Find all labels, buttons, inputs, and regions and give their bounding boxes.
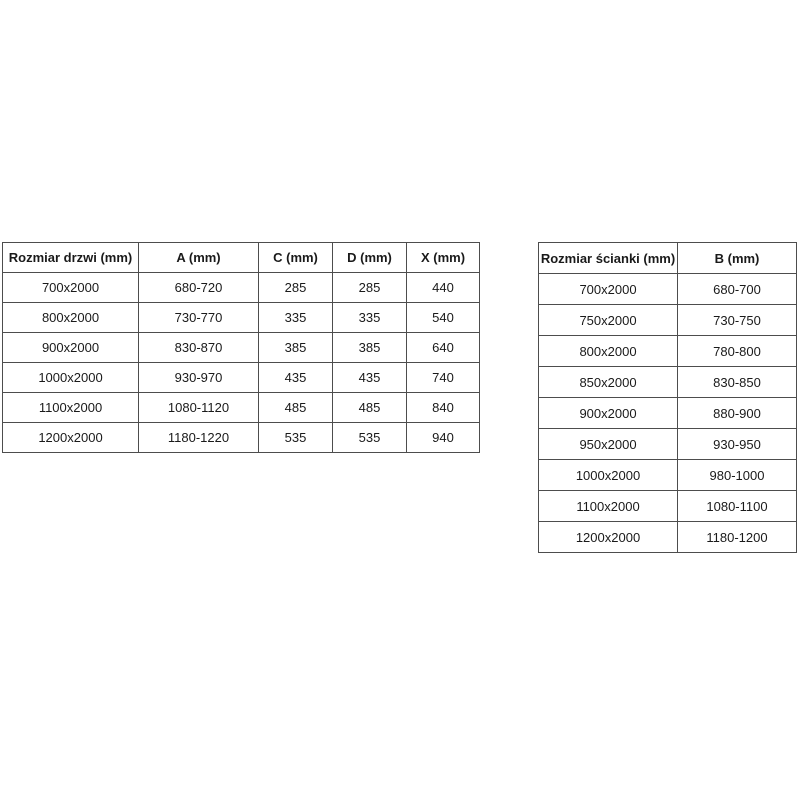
wall-size-table: Rozmiar ścianki (mm) B (mm) 700x2000 680-70… xyxy=(538,242,797,553)
table-row: 800x2000 730-770 335 335 540 xyxy=(2,302,480,333)
table-cell: 830-870 xyxy=(138,332,259,363)
table-cell: 680-700 xyxy=(677,273,797,305)
table-cell: 435 xyxy=(258,362,333,393)
table-cell: 700x2000 xyxy=(2,272,139,303)
header-row: Rozmiar drzwi (mm) A (mm) C (mm) D (mm) X (m… xyxy=(2,242,480,273)
table-cell: 730-770 xyxy=(138,302,259,333)
table-cell: 535 xyxy=(332,422,407,453)
table-cell: 740 xyxy=(406,362,480,393)
table-row: 800x2000 780-800 xyxy=(538,335,797,367)
column-header: D (mm) xyxy=(332,242,407,273)
table-row: 1100x2000 1080-1120 485 485 840 xyxy=(2,392,480,423)
table-cell: 730-750 xyxy=(677,304,797,336)
table-cell: 850x2000 xyxy=(538,366,678,398)
table-cell: 950x2000 xyxy=(538,428,678,460)
table-row: 1200x2000 1180-1200 xyxy=(538,521,797,553)
table-cell: 640 xyxy=(406,332,480,363)
table-cell: 980-1000 xyxy=(677,459,797,491)
table-row: 900x2000 880-900 xyxy=(538,397,797,429)
table-cell: 930-970 xyxy=(138,362,259,393)
table-row: 700x2000 680-720 285 285 440 xyxy=(2,272,480,303)
table-row: 1100x2000 1080-1100 xyxy=(538,490,797,522)
table-cell: 485 xyxy=(332,392,407,423)
table-cell: 540 xyxy=(406,302,480,333)
column-header: C (mm) xyxy=(258,242,333,273)
table-cell: 1100x2000 xyxy=(538,490,678,522)
table-cell: 285 xyxy=(258,272,333,303)
table-row: 750x2000 730-750 xyxy=(538,304,797,336)
table-cell: 830-850 xyxy=(677,366,797,398)
table-cell: 1080-1120 xyxy=(138,392,259,423)
table-cell: 930-950 xyxy=(677,428,797,460)
table-cell: 800x2000 xyxy=(2,302,139,333)
table-cell: 1080-1100 xyxy=(677,490,797,522)
column-header: Rozmiar ścianki (mm) xyxy=(538,242,678,274)
table-row: 850x2000 830-850 xyxy=(538,366,797,398)
table-cell: 1000x2000 xyxy=(2,362,139,393)
table-cell: 940 xyxy=(406,422,480,453)
column-header: A (mm) xyxy=(138,242,259,273)
table-cell: 1100x2000 xyxy=(2,392,139,423)
table-cell: 285 xyxy=(332,272,407,303)
table-cell: 680-720 xyxy=(138,272,259,303)
table-cell: 535 xyxy=(258,422,333,453)
table-cell: 900x2000 xyxy=(538,397,678,429)
table-row: 700x2000 680-700 xyxy=(538,273,797,305)
table-cell: 1200x2000 xyxy=(2,422,139,453)
table-cell: 385 xyxy=(332,332,407,363)
table-cell: 1180-1220 xyxy=(138,422,259,453)
table-cell: 335 xyxy=(332,302,407,333)
column-header: X (mm) xyxy=(406,242,480,273)
table-cell: 485 xyxy=(258,392,333,423)
header-row: Rozmiar ścianki (mm) B (mm) xyxy=(538,242,797,274)
table-cell: 440 xyxy=(406,272,480,303)
table-cell: 700x2000 xyxy=(538,273,678,305)
table-row: 1200x2000 1180-1220 535 535 940 xyxy=(2,422,480,453)
table-cell: 1000x2000 xyxy=(538,459,678,491)
door-size-table: Rozmiar drzwi (mm) A (mm) C (mm) D (mm) X (m… xyxy=(2,242,480,453)
table-cell: 780-800 xyxy=(677,335,797,367)
table-row: 900x2000 830-870 385 385 640 xyxy=(2,332,480,363)
table-cell: 840 xyxy=(406,392,480,423)
column-header: B (mm) xyxy=(677,242,797,274)
column-header: Rozmiar drzwi (mm) xyxy=(2,242,139,273)
table-cell: 1200x2000 xyxy=(538,521,678,553)
table-cell: 750x2000 xyxy=(538,304,678,336)
table-cell: 900x2000 xyxy=(2,332,139,363)
table-cell: 1180-1200 xyxy=(677,521,797,553)
table-cell: 385 xyxy=(258,332,333,363)
table-row: 1000x2000 930-970 435 435 740 xyxy=(2,362,480,393)
table-row: 950x2000 930-950 xyxy=(538,428,797,460)
table-cell: 435 xyxy=(332,362,407,393)
table-cell: 800x2000 xyxy=(538,335,678,367)
table-row: 1000x2000 980-1000 xyxy=(538,459,797,491)
table-cell: 880-900 xyxy=(677,397,797,429)
table-cell: 335 xyxy=(258,302,333,333)
